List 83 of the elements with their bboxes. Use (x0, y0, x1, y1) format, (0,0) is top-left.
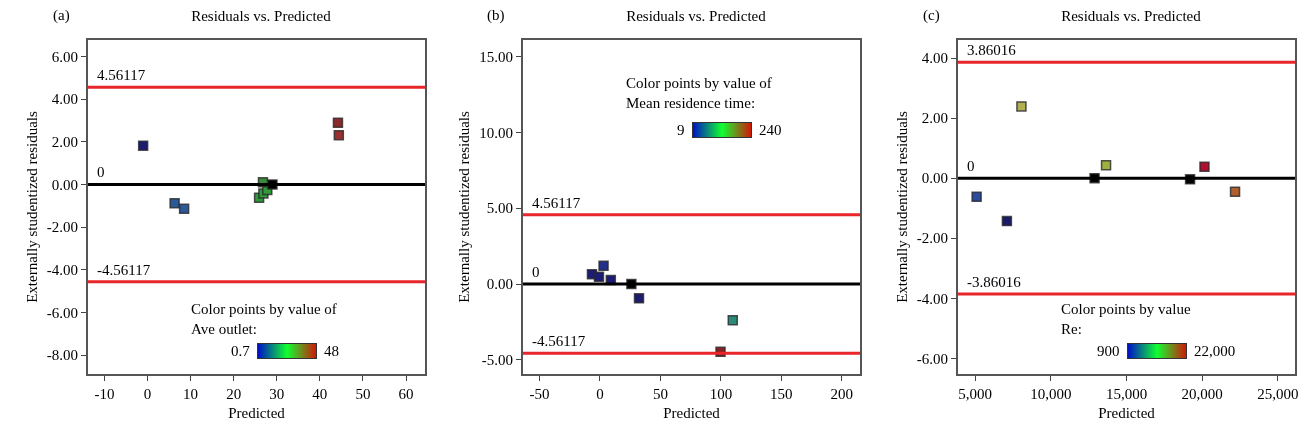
ref-line-label: -4.56117 (97, 262, 151, 278)
x-tick-label: 20,000 (1181, 386, 1223, 402)
ref-line-label: 4.56117 (532, 195, 581, 211)
x-tick-label: 100 (709, 386, 733, 402)
y-tick-label: 10.00 (479, 124, 513, 141)
point (971, 191, 982, 203)
x-tick-label: 50 (652, 386, 668, 402)
ref-line-label: 0 (967, 158, 975, 174)
point (178, 203, 190, 215)
x-tick-label: 10 (183, 386, 199, 402)
point (332, 117, 344, 129)
y-tick-label: 4.00 (51, 91, 78, 108)
y-tick-label: 4.00 (921, 50, 948, 67)
x-tick-label: 0 (143, 386, 152, 402)
y-axis-title: Externally studentized residuals (893, 111, 910, 303)
y-tick-label: -2.00 (46, 219, 78, 236)
annotation: Color points by value Re: (1061, 301, 1191, 337)
text: (b) (487, 7, 505, 24)
text: (a) (53, 7, 70, 24)
x-tick-label: -10 (94, 386, 115, 402)
point (1001, 215, 1013, 227)
x-tick-label: 200 (830, 386, 854, 402)
y-tick-label: 0.00 (921, 170, 948, 187)
y-tick-label: -5.00 (481, 352, 513, 369)
x-tick-label: 40 (312, 386, 328, 402)
point (727, 314, 738, 326)
annotation: 22,000 (1194, 343, 1236, 359)
x-axis-title: Predicted (1098, 404, 1156, 421)
x-tick-label: 10,000 (1030, 386, 1072, 402)
chart-title: Residuals vs. Predicted (1061, 8, 1202, 25)
point (633, 293, 645, 304)
y-tick-label: -4.00 (46, 262, 78, 279)
y-tick-label: 2.00 (921, 110, 948, 127)
y-tick-label: 6.00 (51, 48, 78, 65)
x-tick-label: 25,000 (1257, 386, 1299, 402)
annotation: 48 (324, 343, 339, 359)
annotation: Color points by value of Mean residence time: (626, 75, 772, 111)
y-tick-label: -2.00 (916, 230, 948, 247)
x-axis-title: Predicted (663, 404, 721, 421)
point (598, 260, 609, 272)
y-axis-title: Externally studentized residuals (456, 111, 472, 303)
x-tick-label: 30 (269, 386, 285, 402)
x-tick-label: -50 (529, 386, 550, 402)
x-tick-label: 0 (596, 386, 604, 402)
y-tick-label: 15.00 (479, 48, 513, 65)
point (1199, 161, 1210, 172)
point (1100, 160, 1112, 171)
ref-line-label: -3.86016 (967, 274, 1022, 290)
y-tick-label: -6.00 (46, 304, 78, 321)
y-tick-label: -8.00 (46, 347, 78, 364)
ref-line-label: 3.86016 (967, 42, 1017, 58)
point (169, 198, 180, 209)
x-axis-title: Predicted (228, 404, 286, 421)
point (333, 129, 345, 141)
chart-title: Residuals vs. Predicted (191, 8, 332, 25)
ref-line-label: 0 (97, 164, 105, 180)
text: (c) (923, 7, 940, 24)
x-tick-label: 15,000 (1105, 386, 1148, 402)
annotation: Color points by value of Ave outlet: (191, 301, 337, 337)
x-tick-label: 150 (770, 386, 793, 402)
y-tick-label: 5.00 (486, 200, 513, 217)
chart-title: Residuals vs. Predicted (626, 8, 767, 25)
annotation: 900 (1097, 343, 1120, 359)
y-tick-label: 2.00 (51, 134, 78, 151)
annotation: 9 (677, 122, 685, 138)
point (1229, 186, 1241, 197)
ref-line-label: -4.56117 (532, 333, 586, 349)
annotation: 0.7 (231, 343, 251, 359)
x-tick-label: 5,000 (958, 386, 992, 402)
x-tick-label: 50 (355, 386, 371, 402)
point (137, 140, 149, 151)
point (593, 271, 605, 283)
point (1016, 101, 1027, 112)
y-tick-label: -4.00 (916, 290, 948, 307)
ref-line-label: 4.56117 (97, 67, 146, 83)
ref-line-label: 0 (532, 264, 540, 280)
annotation: 240 (759, 122, 782, 138)
x-tick-label: 60 (398, 386, 414, 402)
y-tick-label: 0.00 (51, 176, 78, 193)
y-tick-label: -6.00 (916, 350, 948, 367)
x-tick-label: 20 (226, 386, 242, 402)
y-tick-label: 0.00 (486, 276, 513, 293)
y-axis-title: Externally studentized residuals (23, 111, 40, 303)
